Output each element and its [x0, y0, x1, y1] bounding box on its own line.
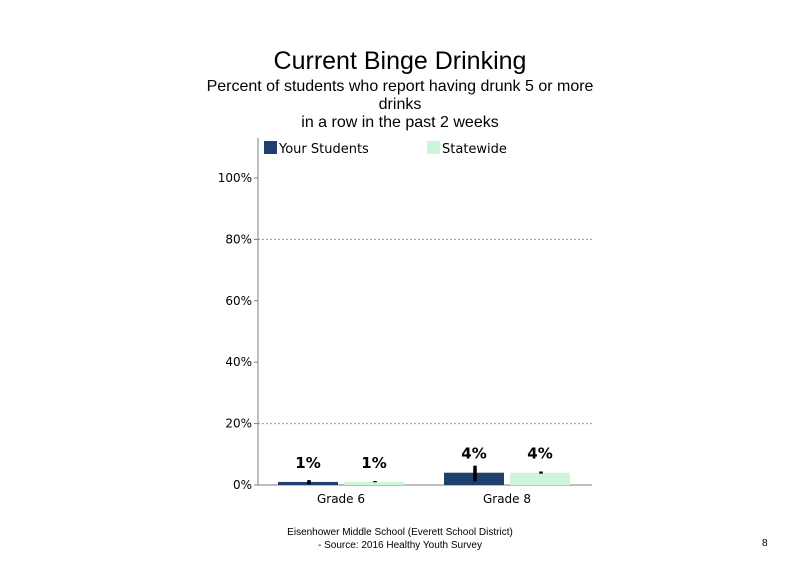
y-tick-label: 20% [225, 417, 252, 431]
footer-school: Eisenhower Middle School (Everett School… [287, 527, 513, 538]
data-label: 1% [361, 454, 386, 472]
y-tick-label: 0% [233, 478, 252, 492]
chart-subtitle: Percent of students who report having dr… [192, 78, 608, 132]
x-tick-label: Grade 8 [483, 492, 531, 506]
y-tick-label: 100% [218, 171, 252, 185]
legend-swatch [264, 141, 277, 154]
legend-label: Your Students [278, 142, 369, 157]
bar [344, 481, 404, 485]
x-tick-label: Grade 6 [317, 492, 365, 506]
footer-source: - Source: 2016 Healthy Youth Survey [318, 540, 482, 551]
page-number: 8 [762, 538, 768, 549]
y-tick-label: 40% [225, 355, 252, 369]
bar [510, 472, 570, 485]
chart-subtitle-line: drinks [378, 96, 422, 113]
legend-swatch [427, 141, 440, 154]
footer: Eisenhower Middle School (Everett School… [200, 526, 600, 552]
data-label: 4% [461, 445, 486, 463]
data-label: 4% [527, 445, 552, 463]
legend-label: Statewide [442, 142, 507, 157]
chart-subtitle-line: Percent of students who report having dr… [206, 78, 594, 95]
chart-title: Current Binge Drinking [273, 47, 527, 75]
y-tick-label: 80% [225, 232, 252, 246]
chart-subtitle-line: in a row in the past 2 weeks [301, 114, 499, 131]
y-tick-label: 60% [225, 294, 252, 308]
data-label: 1% [295, 454, 320, 472]
